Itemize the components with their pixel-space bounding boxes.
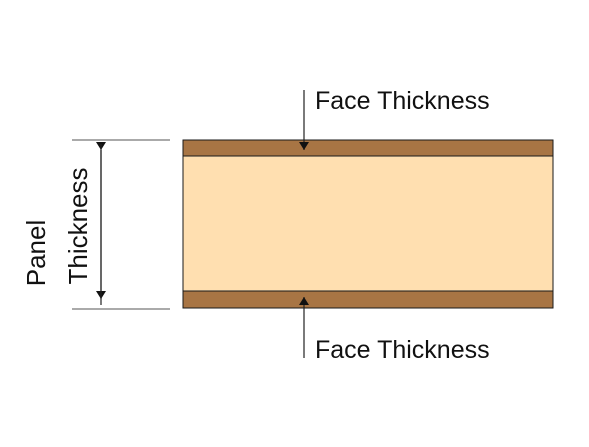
bottom-face-sheet (182, 290, 554, 309)
top-face-thickness-label: Face Thickness (315, 87, 490, 115)
panel-label-line1: Panel (21, 220, 51, 287)
top-face-sheet (182, 139, 554, 157)
core (182, 155, 554, 292)
bottom-face-thickness-label: Face Thickness (315, 336, 490, 364)
panel-label-line2: Thickness (63, 167, 93, 284)
